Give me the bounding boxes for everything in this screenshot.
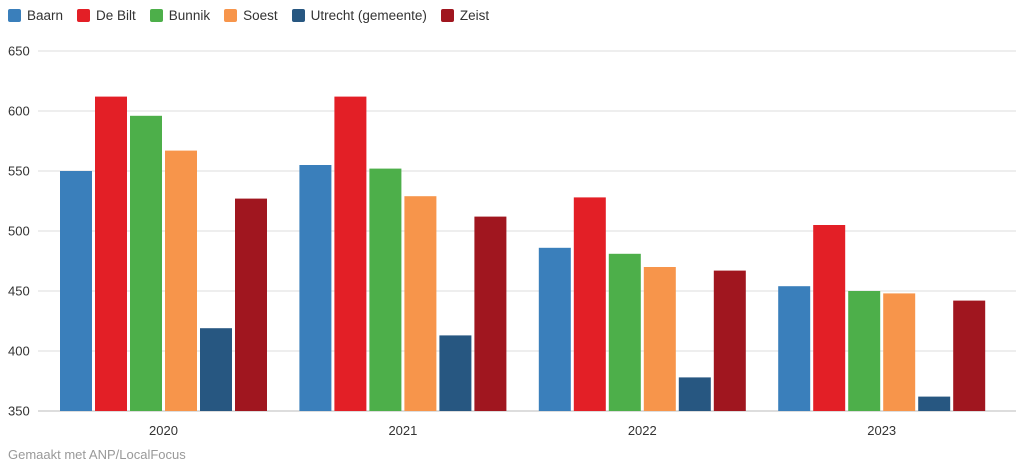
bar[interactable] — [538, 247, 571, 411]
y-tick-label: 400 — [8, 344, 30, 359]
bar[interactable] — [883, 293, 916, 411]
legend-swatch — [8, 9, 21, 22]
y-tick-label: 350 — [8, 404, 30, 419]
bar[interactable] — [713, 270, 746, 411]
bar[interactable] — [643, 267, 676, 411]
bar[interactable] — [299, 165, 332, 411]
footer-credit: Gemaakt met ANP/LocalFocus — [8, 447, 186, 462]
bar[interactable] — [200, 328, 232, 411]
x-tick-label: 2020 — [149, 423, 178, 438]
legend-item: Bunnik — [149, 8, 211, 23]
bar[interactable] — [573, 197, 606, 411]
legend-label: Soest — [243, 8, 278, 23]
bar[interactable] — [608, 253, 641, 411]
legend-item: Zeist — [440, 8, 490, 23]
bar[interactable] — [848, 291, 881, 411]
bar[interactable] — [439, 335, 472, 411]
legend-swatch — [149, 9, 163, 22]
legend-label: Baarn — [27, 8, 64, 23]
bar[interactable] — [953, 300, 986, 411]
y-tick-label: 650 — [8, 44, 30, 59]
legend-label: Bunnik — [168, 8, 211, 23]
bar[interactable] — [369, 168, 402, 411]
legend-label: De Bilt — [96, 8, 136, 23]
legend-swatch — [291, 9, 305, 22]
y-tick-label: 500 — [8, 224, 30, 239]
y-tick-label: 600 — [8, 104, 30, 119]
bar[interactable] — [60, 171, 92, 411]
bar[interactable] — [678, 377, 711, 411]
legend-swatch — [77, 9, 91, 22]
x-tick-label: 2022 — [628, 423, 657, 438]
bar[interactable] — [235, 198, 267, 411]
legend-label: Zeist — [459, 8, 490, 23]
bar[interactable] — [404, 196, 437, 411]
bar[interactable] — [130, 115, 162, 412]
bars — [60, 96, 986, 412]
bar[interactable] — [813, 225, 846, 411]
legend-item: Baarn — [8, 8, 63, 23]
legend-swatch — [224, 9, 238, 22]
bar[interactable] — [165, 150, 197, 411]
y-axis: 350 400 450 500 550 600 650 — [8, 44, 30, 419]
legend-item: Utrecht (gemeente) — [291, 8, 427, 23]
y-tick-label: 550 — [8, 164, 30, 179]
bar[interactable] — [778, 286, 811, 411]
chart-legend: Baarn De Bilt Bunnik Soest Utrecht (gemeente… — [8, 8, 503, 23]
bar[interactable] — [95, 96, 127, 411]
x-axis: 2020 2021 2022 2023 — [149, 423, 896, 438]
bar[interactable] — [918, 396, 951, 411]
bar[interactable] — [474, 216, 507, 411]
legend-swatch — [440, 9, 454, 22]
legend-label: Utrecht (gemeente) — [310, 8, 427, 23]
y-tick-label: 450 — [8, 284, 30, 299]
x-tick-label: 2023 — [867, 423, 896, 438]
bar[interactable] — [334, 96, 367, 411]
x-tick-label: 2021 — [388, 423, 417, 438]
legend-item: De Bilt — [77, 8, 136, 23]
legend-item: Soest — [224, 8, 278, 23]
